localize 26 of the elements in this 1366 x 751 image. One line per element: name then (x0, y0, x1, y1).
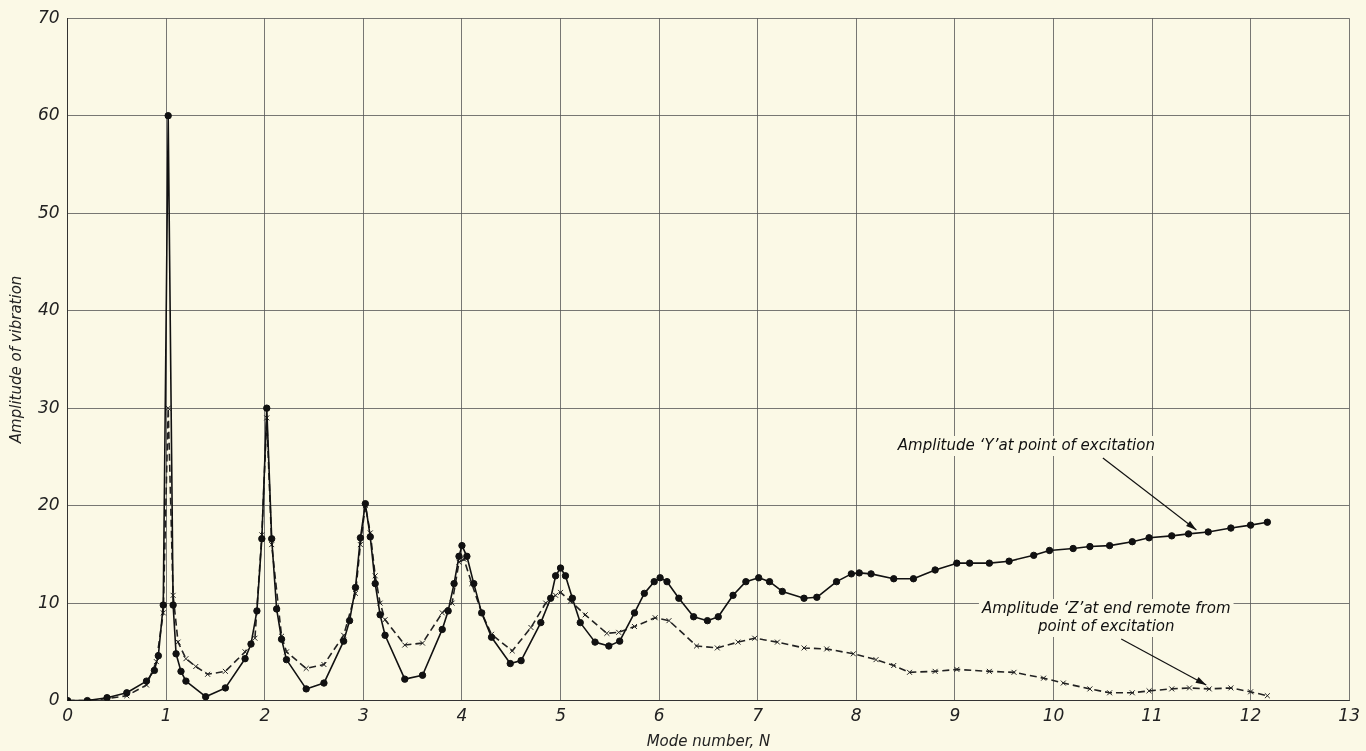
y-axis-title: Amplitude of vibration (6, 275, 25, 445)
y-tick-label: 40 (37, 299, 60, 320)
x-tick-label: 7 (752, 705, 764, 726)
x-tick-label: 6 (653, 705, 665, 726)
annotation: Amplitude ‘Z’at end remote from point of excitation (980, 598, 1231, 635)
y-tick-label: 30 (37, 396, 60, 417)
y-tick-label: 50 (37, 201, 60, 222)
y-tick-label: 20 (37, 494, 60, 515)
x-tick-label: 10 (1042, 705, 1065, 726)
x-tick-label: 1 (160, 705, 172, 726)
annotation: Amplitude ‘Y’at point of excitation (896, 435, 1155, 454)
y-tick-label: 70 (37, 6, 60, 27)
x-tick-label: 9 (949, 705, 961, 726)
y-tick-label: 0 (48, 689, 60, 710)
x-tick-label: 2 (259, 705, 271, 726)
x-tick-label: 8 (850, 705, 862, 726)
x-axis-title: Mode number, N (646, 731, 771, 750)
y-tick-label: 60 (37, 104, 60, 125)
x-tick-label: 11 (1141, 705, 1163, 726)
x-tick-label: 4 (456, 705, 468, 726)
x-tick-label: 13 (1338, 705, 1360, 726)
x-tick-label: 12 (1239, 705, 1262, 726)
x-tick-label: 5 (555, 705, 566, 726)
x-tick-label: 0 (62, 705, 74, 726)
x-tick-label: 3 (357, 705, 369, 726)
y-tick-label: 10 (37, 591, 60, 612)
